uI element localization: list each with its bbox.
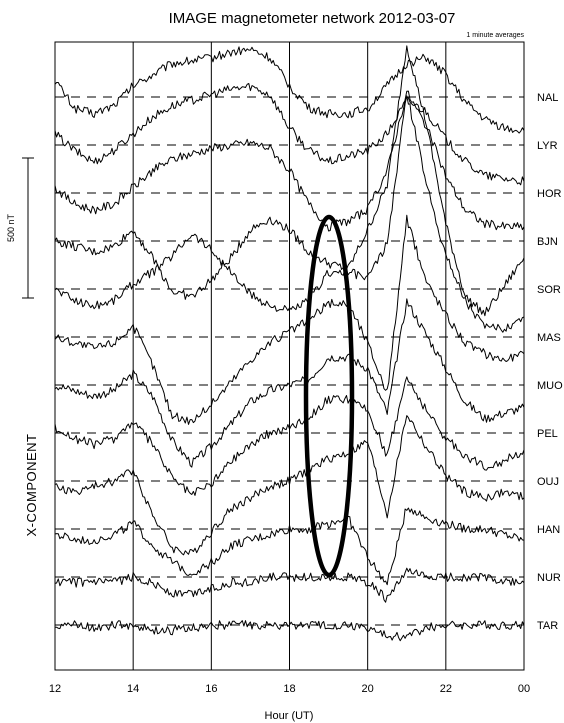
station-label-nur: NUR <box>537 572 561 584</box>
series-line-nur <box>54 567 525 603</box>
station-label-pel: PEL <box>537 428 558 440</box>
station-baselines <box>55 96 524 626</box>
x-axis-title: Hour (UT) <box>265 710 314 722</box>
x-tick-label: 00 <box>518 683 530 695</box>
station-label-ouj: OUJ <box>537 476 559 488</box>
x-tick-label: 20 <box>362 683 374 695</box>
series-line-hor <box>54 90 525 232</box>
series-line-lyr <box>54 83 525 186</box>
series-line-sor <box>54 95 525 333</box>
annotation-ellipse <box>303 214 355 578</box>
station-label-nal: NAL <box>537 92 558 104</box>
x-tick-label: 12 <box>49 683 61 695</box>
grid <box>132 42 447 670</box>
x-tick-label: 22 <box>440 683 452 695</box>
station-label-han: HAN <box>537 524 560 536</box>
station-label-mas: MAS <box>537 332 561 344</box>
series-line-mas <box>54 214 525 425</box>
chart-subtitle: 1 minute averages <box>466 32 524 39</box>
series-line-tar <box>54 620 525 642</box>
chart-title: IMAGE magnetometer network 2012-03-07 <box>169 10 456 27</box>
station-label-hor: HOR <box>537 188 562 200</box>
station-label-bjn: BJN <box>537 236 558 248</box>
series-line-ouj <box>54 415 525 556</box>
series-line-muo <box>54 298 525 468</box>
series-line-han <box>54 507 525 586</box>
scale-bar-label: 500 nT <box>6 213 16 242</box>
x-tick-label: 14 <box>127 683 139 695</box>
station-label-sor: SOR <box>537 284 561 296</box>
scale-bar: 500 nT <box>6 157 34 299</box>
x-axis-ticks: 12 14 16 18 20 22 00 <box>49 683 530 695</box>
station-label-lyr: LYR <box>537 140 558 152</box>
station-label-muo: MUO <box>537 380 563 392</box>
series-line-pel <box>54 376 525 496</box>
series-group <box>54 45 525 642</box>
series-line-nal <box>54 46 525 134</box>
station-label-tar: TAR <box>537 620 558 632</box>
x-tick-label: 18 <box>283 683 295 695</box>
x-tick-label: 16 <box>205 683 217 695</box>
y-axis-title: X-COMPONENT <box>24 434 39 537</box>
station-labels: NAL LYR HOR BJN SOR MAS MUO PEL OUJ HAN NUR TAR <box>537 92 563 632</box>
series-line-bjn <box>54 45 525 317</box>
